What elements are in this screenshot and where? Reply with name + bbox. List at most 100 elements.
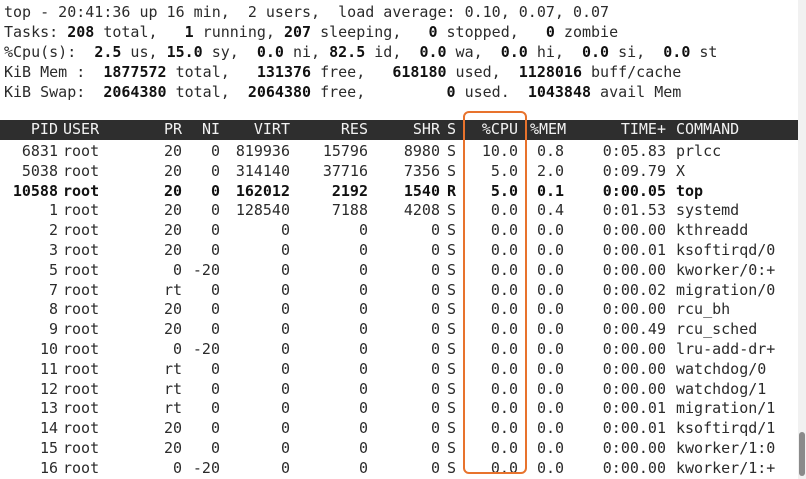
cell-cpu: 0.0	[490, 280, 518, 299]
cell-res: 0	[358, 320, 368, 339]
cell-time: 0:00.00	[602, 379, 666, 398]
process-row: 2 root 20 0 0 0 0 S 0.0 0.0 0:00.00 kthreadd	[0, 220, 798, 240]
cell-ni: 0	[210, 142, 220, 160]
cell-virt: 819936	[235, 142, 290, 160]
tasks-running: 1	[184, 23, 194, 41]
cell-res: 15796	[322, 142, 368, 160]
col-virt[interactable]: VIRT	[253, 120, 290, 138]
col-pid[interactable]: PID	[30, 120, 58, 138]
cell-pr: 0	[172, 260, 182, 279]
cell-ni: -20	[192, 260, 220, 279]
cell-pid: 12	[39, 379, 58, 398]
cell-pid: 2	[48, 221, 58, 240]
cell-user: root	[63, 241, 100, 259]
cell-state: S	[447, 241, 457, 259]
cell-user: root	[63, 439, 100, 457]
col-time[interactable]: TIME+	[620, 120, 666, 138]
cell-virt: 0	[280, 399, 290, 418]
cell-pid: 6831	[21, 142, 58, 160]
cell-virt: 0	[280, 359, 290, 378]
cell-user: root	[63, 201, 100, 220]
scrollbar-thumb[interactable]	[799, 432, 805, 476]
cell-cpu: 5.0	[490, 161, 518, 180]
process-row: 15 root 20 0 0 0 0 S 0.0 0.0 0:00.00 kworker/1:0	[0, 438, 798, 458]
cell-cpu: 0.0	[490, 300, 518, 319]
cell-pr: 20	[163, 300, 182, 319]
cpu-ni: 0.0	[256, 43, 284, 61]
vertical-scrollbar[interactable]	[798, 0, 806, 479]
col-res[interactable]: RES	[340, 120, 368, 138]
col-user[interactable]: USER	[63, 120, 100, 138]
process-table-header: PID USER PR NI VIRT RES SHR S %CPU %MEM …	[0, 120, 798, 140]
cell-mem: 0.0	[537, 280, 565, 299]
cell-time: 0:09.79	[602, 161, 666, 180]
cell-state: S	[447, 458, 457, 477]
cell-virt: 128540	[235, 201, 290, 220]
cell-pr: rt	[163, 399, 182, 418]
cell-res: 37716	[322, 161, 368, 180]
cpu-sy: 15.0	[166, 43, 203, 61]
cell-time: 0:00.00	[602, 340, 666, 358]
process-row: 1 root 20 0 128540 7188 4208 S 0.0 0.4 0:01.53 syst…	[0, 200, 798, 220]
cell-pid: 10	[39, 340, 58, 358]
cell-pid: 10588	[12, 181, 58, 200]
cell-res: 0	[358, 300, 368, 319]
cell-time: 0:00.00	[602, 439, 666, 457]
cell-time: 0:00.00	[602, 458, 666, 477]
cell-command: watchdog/1	[676, 379, 767, 398]
cell-pr: 20	[163, 419, 182, 438]
col-ni[interactable]: NI	[201, 120, 220, 138]
cell-time: 0:00.05	[602, 181, 666, 200]
cell-res: 0	[358, 399, 368, 418]
cell-state: S	[447, 260, 457, 279]
cell-ni: 0	[210, 201, 220, 220]
cell-time: 0:00.01	[602, 241, 666, 259]
process-row: 11 root rt 0 0 0 0 S 0.0 0.0 0:00.00 watchdog/0	[0, 359, 798, 379]
cell-shr: 8980	[403, 142, 440, 160]
cell-ni: 0	[210, 161, 220, 180]
cell-virt: 162012	[235, 181, 290, 200]
cell-command: migration/1	[676, 399, 776, 418]
tasks-total: 208	[67, 23, 95, 41]
cell-state: S	[447, 399, 457, 418]
swap-used: 0	[446, 83, 456, 101]
cell-mem: 0.0	[537, 260, 565, 279]
col-cpu[interactable]: %CPU	[481, 120, 518, 138]
swap-free: 2064380	[247, 83, 312, 101]
process-row: 10 root 0 -20 0 0 0 S 0.0 0.0 0:00.00 lru-add-dr+	[0, 339, 798, 359]
cell-pr: 20	[163, 181, 182, 200]
mem-line: KiB Mem : 1877572 total, 131376 free, 61…	[4, 63, 682, 81]
cell-pr: rt	[163, 359, 182, 378]
cell-pr: 20	[163, 142, 182, 160]
cpu-wa: 0.0	[419, 43, 447, 61]
cell-res: 2192	[331, 181, 368, 200]
cell-cpu: 0.0	[490, 241, 518, 259]
process-row: 13 root rt 0 0 0 0 S 0.0 0.0 0:00.01 migration/1	[0, 398, 798, 418]
cell-command: rcu_sched	[676, 320, 758, 339]
cell-ni: 0	[210, 379, 220, 398]
cell-command: migration/0	[676, 280, 776, 299]
cell-state: S	[447, 300, 457, 319]
cell-virt: 0	[280, 340, 290, 358]
cell-res: 0	[358, 458, 368, 477]
cell-state: S	[447, 439, 457, 457]
col-command[interactable]: COMMAND	[676, 120, 740, 138]
col-s[interactable]: S	[447, 120, 457, 138]
col-mem[interactable]: %MEM	[530, 120, 567, 138]
process-row: 12 root rt 0 0 0 0 S 0.0 0.0 0:00.00 watchdog/1	[0, 379, 798, 399]
mem-free: 131376	[256, 63, 312, 81]
tasks-stopped: 0	[428, 23, 438, 41]
cell-shr: 0	[430, 241, 440, 259]
cell-virt: 0	[280, 419, 290, 438]
col-pr[interactable]: PR	[163, 120, 182, 138]
cell-cpu: 0.0	[490, 379, 518, 398]
cell-state: S	[447, 201, 457, 220]
cell-command: watchdog/0	[676, 359, 767, 378]
process-row: 16 root 0 -20 0 0 0 S 0.0 0.0 0:00.00 kworker/1:+	[0, 458, 798, 478]
cell-user: root	[63, 280, 100, 299]
cell-pr: 20	[163, 201, 182, 220]
cell-mem: 0.0	[537, 320, 565, 339]
col-shr[interactable]: SHR	[412, 120, 440, 138]
process-row: 14 root 20 0 0 0 0 S 0.0 0.0 0:00.01 ksoftirqd/1	[0, 418, 798, 438]
